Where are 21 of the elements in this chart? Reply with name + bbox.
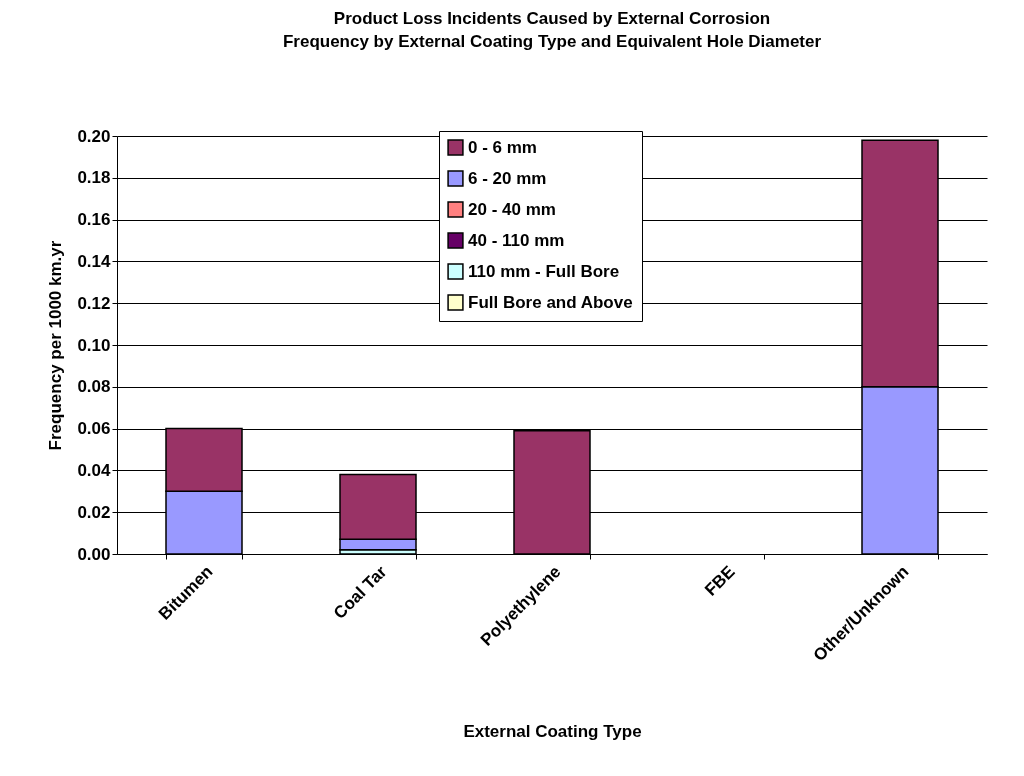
y-tick-label: 0.08 <box>77 377 111 397</box>
chart-title: Product Loss Incidents Caused by External Corrosion <box>333 9 771 28</box>
legend-label: 20 - 40 mm <box>468 199 556 219</box>
y-axis-title: Frequency per 1000 km.yr <box>46 240 66 451</box>
chart-subtitle: Frequency by External Coating Type and Equivalent Hole Diameter <box>282 32 822 51</box>
legend-label: 0 - 6 mm <box>468 137 537 157</box>
legend-label: 6 - 20 mm <box>468 168 547 188</box>
legend-label: 110 mm - Full Bore <box>468 261 620 281</box>
y-tick-label: 0.00 <box>77 544 111 564</box>
y-tick-label: 0.18 <box>77 168 111 188</box>
legend-label: 40 - 110 mm <box>468 230 565 250</box>
y-tick-label: 0.04 <box>77 460 112 480</box>
y-tick-label: 0.02 <box>77 502 111 522</box>
y-tick-label: 0.10 <box>77 335 111 355</box>
y-tick-label: 0.16 <box>77 210 111 230</box>
y-tick-label: 0.06 <box>77 419 111 439</box>
y-tick-label: 0.20 <box>77 126 111 146</box>
y-tick-label: 0.14 <box>77 251 112 271</box>
y-tick-label: 0.12 <box>77 293 111 313</box>
legend-label: Full Bore and Above <box>468 292 633 312</box>
x-axis-title: External Coating Type <box>463 722 642 742</box>
